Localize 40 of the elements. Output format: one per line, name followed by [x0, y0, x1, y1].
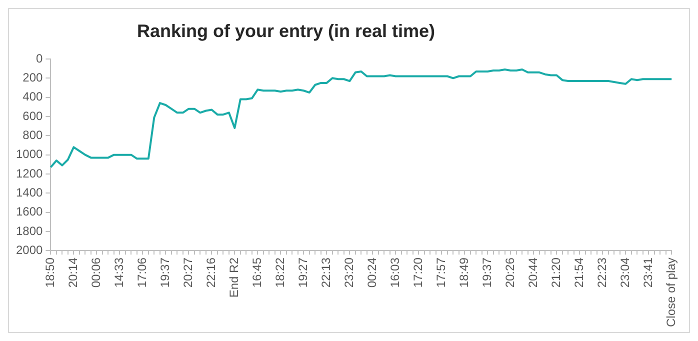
x-tick-label: 19:27	[296, 257, 310, 288]
x-tick-label: 18:49	[456, 257, 471, 288]
x-tick-label: End R2	[226, 257, 241, 298]
x-tick-label: 17:20	[410, 257, 425, 288]
x-tick-label: Close of play	[664, 258, 678, 328]
x-tick-label: 20:14	[66, 257, 80, 288]
x-tick-label: 17:57	[434, 257, 448, 288]
y-tick-label: 200	[22, 70, 44, 84]
y-tick-label: 0	[36, 51, 44, 66]
y-tick-label: 1400	[16, 185, 44, 200]
x-tick-label: 23:41	[640, 257, 655, 288]
x-tick-label: 14:33	[112, 257, 126, 288]
x-tick-label: 00:06	[89, 257, 103, 288]
x-tick-label: 22:23	[594, 257, 609, 288]
x-tick-label: 18:50	[43, 257, 58, 288]
y-tick-label: 1200	[16, 166, 44, 180]
x-tick-label: 22:16	[204, 257, 218, 288]
x-tick-label: 17:06	[134, 257, 149, 288]
y-tick-label: 1000	[16, 147, 44, 162]
x-tick-label: 00:24	[364, 257, 379, 288]
x-tick-label: 21:20	[548, 257, 563, 288]
y-tick-label: 800	[22, 128, 44, 142]
y-tick-label: 600	[22, 108, 44, 123]
y-tick-label: 400	[22, 90, 44, 104]
x-tick-label: 20:44	[526, 257, 540, 288]
x-tick-label: 19:37	[158, 257, 172, 288]
y-tick-label: 2000	[16, 242, 44, 257]
y-tick-label: 1600	[16, 204, 44, 219]
x-tick-label: 21:54	[572, 257, 586, 288]
x-tick-label: 16:03	[388, 257, 402, 288]
x-tick-label: 20:27	[180, 257, 195, 288]
x-tick-label: 23:20	[342, 257, 356, 288]
x-tick-label: 19:37	[480, 257, 494, 288]
chart-title: Ranking of your entry (in real time)	[137, 21, 436, 42]
y-tick-label: 1800	[16, 224, 44, 238]
x-tick-label: 20:26	[502, 257, 517, 288]
x-tick-label: 23:04	[618, 257, 632, 288]
x-tick-label: 18:22	[272, 257, 287, 288]
x-tick-label: 22:13	[318, 257, 333, 288]
x-tick-label: 16:45	[250, 257, 264, 288]
